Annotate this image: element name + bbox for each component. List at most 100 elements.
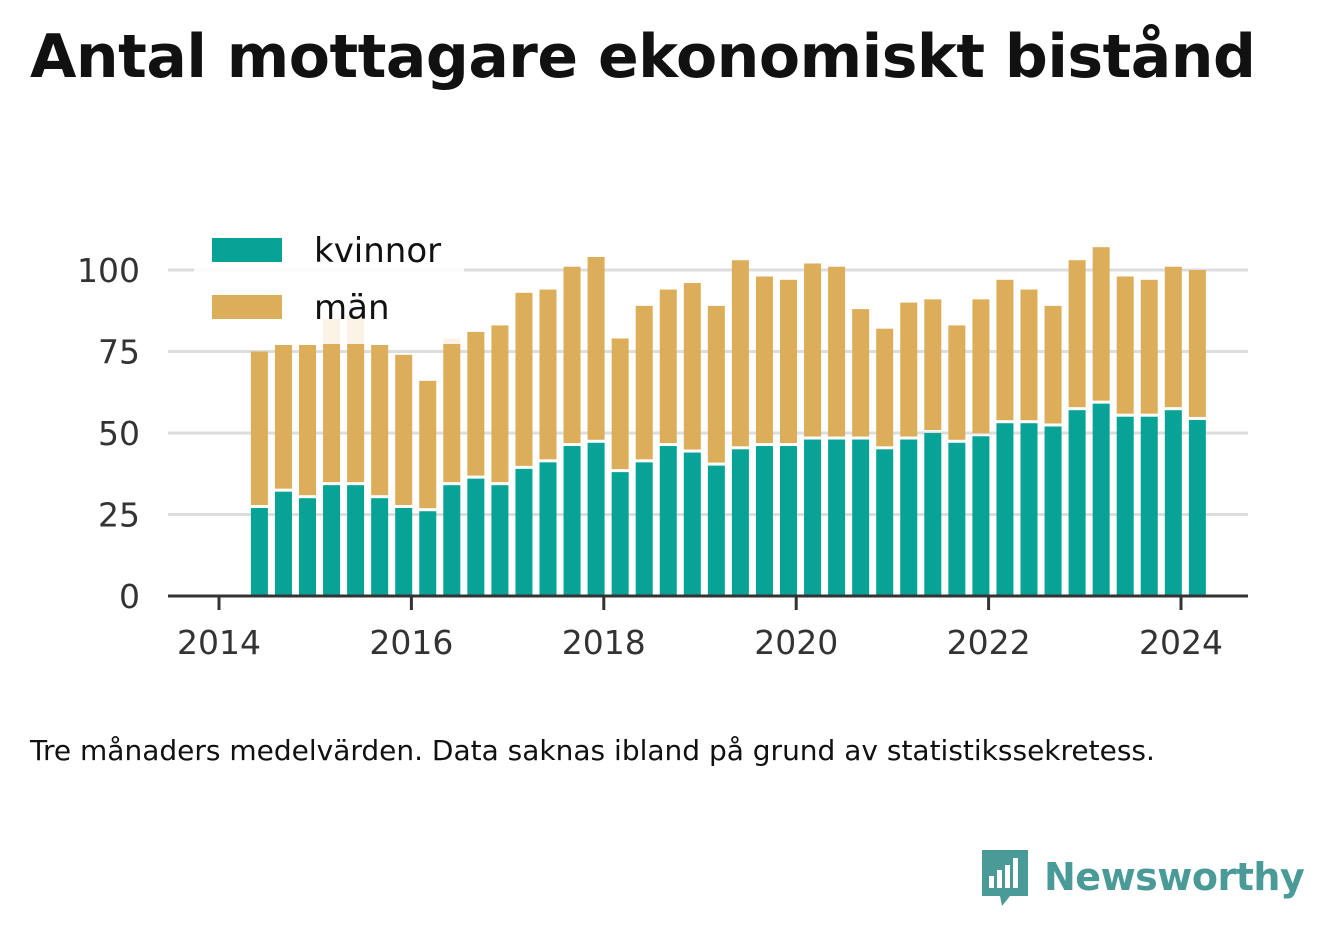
bar-kvinnor: [852, 439, 870, 596]
bar-man: [804, 263, 822, 437]
bar-man: [780, 279, 798, 444]
y-tick-label: 0: [119, 577, 140, 616]
bar-man: [611, 338, 629, 470]
bar-man: [539, 289, 557, 460]
bar-kvinnor: [1164, 410, 1182, 596]
footnote: Tre månaders medelvärden. Data saknas ib…: [30, 734, 1155, 767]
bar-kvinnor: [250, 507, 268, 596]
chart-title: Antal mottagare ekonomiskt bistånd: [30, 22, 1256, 92]
bar-man: [1044, 305, 1062, 424]
bar-kvinnor: [1068, 410, 1086, 596]
y-tick-label: 50: [98, 414, 140, 453]
bar-man: [1188, 270, 1206, 417]
bar-kvinnor: [755, 446, 773, 596]
bar-man: [371, 344, 389, 496]
stacked-bar-chart: 0 25 50 75 100 2014 2016 2018 2020 2022 2024 kvinn…: [77, 226, 1248, 662]
bar-man: [274, 344, 292, 489]
bar-kvinnor: [419, 511, 437, 596]
bar-kvinnor: [323, 485, 341, 596]
bar-man: [948, 325, 966, 440]
bar-man: [924, 299, 942, 430]
bar-man: [299, 344, 317, 496]
bar-kvinnor: [611, 472, 629, 596]
bar-kvinnor: [371, 498, 389, 596]
axes: 0 25 50 75 100 2014 2016 2018 2020 2022 2024: [77, 251, 1248, 662]
x-tick-label: 2014: [177, 623, 261, 662]
bar-man: [972, 299, 990, 434]
bar-kvinnor: [515, 468, 533, 596]
legend-label-man: män: [314, 288, 390, 328]
y-tick-label: 75: [98, 333, 140, 372]
bar-man: [996, 279, 1014, 421]
bar-kvinnor: [299, 498, 317, 596]
bar-man: [419, 380, 437, 509]
bar-kvinnor: [1020, 423, 1038, 596]
bar-man: [515, 292, 533, 466]
legend: kvinnor män: [194, 226, 464, 344]
x-tick-label: 2024: [1139, 623, 1223, 662]
bar-kvinnor: [587, 442, 605, 596]
bar-man: [1116, 276, 1134, 414]
bar-man: [1092, 247, 1110, 401]
bar-kvinnor: [1092, 403, 1110, 596]
bar-kvinnor: [1188, 419, 1206, 596]
bars: [250, 247, 1206, 596]
brand-logo: Newsworthy: [980, 846, 1305, 908]
bar-man: [659, 289, 677, 444]
bar-kvinnor: [804, 439, 822, 596]
bar-kvinnor: [347, 485, 365, 596]
bar-man: [828, 266, 846, 437]
legend-label-kvinnor: kvinnor: [314, 231, 441, 271]
bar-kvinnor: [731, 449, 749, 596]
bar-man: [635, 305, 653, 460]
bar-man: [250, 351, 268, 505]
bar-kvinnor: [900, 439, 918, 596]
bar-man: [707, 305, 725, 463]
bar-man: [443, 338, 461, 483]
legend-swatch-kvinnor: [212, 238, 282, 262]
bar-kvinnor: [659, 446, 677, 596]
bar-kvinnor: [1116, 416, 1134, 596]
y-tick-label: 25: [98, 496, 140, 535]
y-tick-label: 100: [77, 251, 140, 290]
bar-man: [900, 302, 918, 437]
bar-chart-speech-bubble-icon: [982, 850, 1028, 906]
bar-kvinnor: [539, 462, 557, 596]
bar-man: [876, 328, 894, 447]
bar-man: [467, 331, 485, 476]
bar-man: [347, 315, 365, 483]
x-tick-label: 2020: [754, 623, 838, 662]
bar-man: [1140, 279, 1158, 414]
x-tick-label: 2016: [369, 623, 453, 662]
bar-man: [323, 318, 341, 483]
bar-kvinnor: [274, 491, 292, 596]
bar-kvinnor: [972, 436, 990, 596]
bar-kvinnor: [996, 423, 1014, 596]
bar-kvinnor: [563, 446, 581, 596]
x-tick-label: 2018: [562, 623, 646, 662]
brand-name: Newsworthy: [1044, 855, 1305, 899]
bar-man: [395, 354, 413, 505]
bar-man: [683, 283, 701, 450]
bar-man: [731, 260, 749, 447]
bar-man: [587, 256, 605, 440]
legend-swatch-man: [212, 295, 282, 319]
bar-kvinnor: [924, 433, 942, 596]
bar-kvinnor: [395, 507, 413, 596]
bar-kvinnor: [948, 442, 966, 596]
bar-kvinnor: [828, 439, 846, 596]
bar-kvinnor: [683, 452, 701, 596]
bar-man: [1020, 289, 1038, 421]
bar-kvinnor: [491, 485, 509, 596]
bar-man: [755, 276, 773, 444]
bar-kvinnor: [707, 465, 725, 596]
bar-kvinnor: [443, 485, 461, 596]
x-tick-label: 2022: [947, 623, 1031, 662]
bar-kvinnor: [876, 449, 894, 596]
bar-kvinnor: [467, 478, 485, 596]
bar-kvinnor: [1140, 416, 1158, 596]
bar-man: [491, 325, 509, 483]
bar-man: [1164, 266, 1182, 408]
bar-kvinnor: [780, 446, 798, 596]
bar-man: [852, 309, 870, 437]
